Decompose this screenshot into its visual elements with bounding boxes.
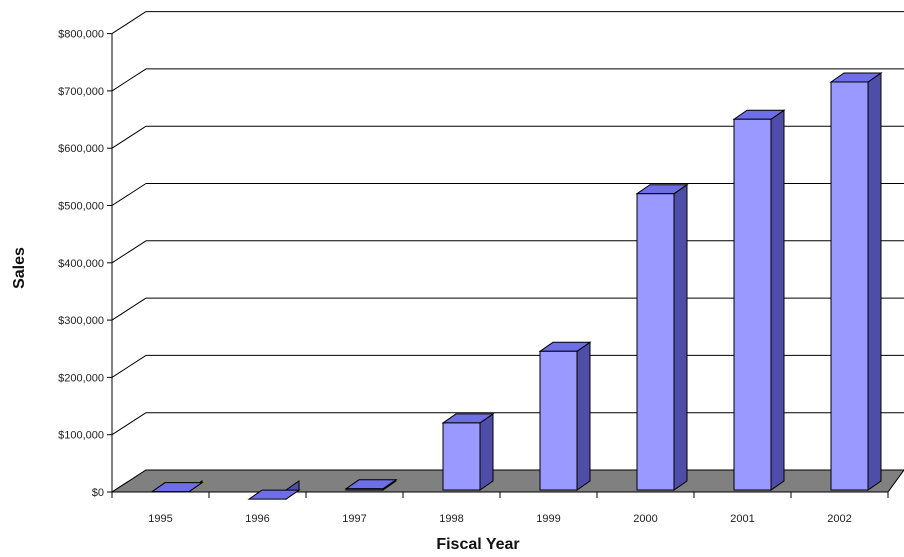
y-tick-label: $100,000 <box>58 430 104 442</box>
bar <box>829 72 883 491</box>
bar-front <box>830 81 869 491</box>
x-tick-label: 1997 <box>342 513 366 525</box>
y-tick-label: $800,000 <box>58 29 104 41</box>
bar <box>732 109 786 491</box>
bar <box>441 412 495 491</box>
y-tick-label: $700,000 <box>58 86 104 98</box>
bar-front <box>442 422 481 491</box>
bar <box>344 478 398 491</box>
x-axis-ticks: 1995 1996 1997 1998 1999 2000 2001 2002 <box>111 492 889 525</box>
chart-floor <box>110 469 904 493</box>
x-tick-label: 1998 <box>439 513 463 525</box>
bar-side <box>576 341 591 491</box>
bar <box>150 480 204 493</box>
x-tick-label: 2002 <box>827 513 851 525</box>
bar-top <box>247 489 301 500</box>
bar-front <box>636 193 675 491</box>
wall-gridline <box>111 68 147 92</box>
y-tick-label: $500,000 <box>58 201 104 213</box>
wall-gridline <box>111 412 147 436</box>
wall-gridline <box>111 125 147 149</box>
wall-gridline <box>111 240 147 264</box>
x-axis-title: Fiscal Year <box>436 536 519 553</box>
x-tick-label: 1999 <box>536 513 560 525</box>
gridlines <box>107 11 904 493</box>
x-tick-label: 1996 <box>245 513 269 525</box>
y-tick-label: $0 <box>92 487 104 499</box>
bar <box>247 480 301 501</box>
y-tick-label: $600,000 <box>58 143 104 155</box>
bars <box>150 72 883 501</box>
bar <box>538 341 592 491</box>
y-tick-label: $400,000 <box>58 258 104 270</box>
wall-gridline <box>111 297 147 321</box>
bar <box>635 183 689 491</box>
bar-side <box>479 412 494 491</box>
wall-gridline <box>111 11 147 35</box>
y-axis-ticks: $0 $100,000 $200,000 $300,000 $400,000 $500,0… <box>58 29 104 499</box>
bar-front <box>539 350 578 491</box>
bar-side <box>867 72 882 491</box>
bar-side <box>673 183 688 491</box>
bar-front <box>345 488 384 491</box>
x-tick-label: 1995 <box>148 513 172 525</box>
y-axis-title: Sales <box>11 247 28 289</box>
wall-gridline <box>111 183 147 206</box>
y-tick-label: $300,000 <box>58 315 104 327</box>
x-tick-label: 2000 <box>633 513 657 525</box>
bar-side <box>770 109 785 491</box>
floor-plane <box>110 469 904 493</box>
bar-top <box>150 482 204 493</box>
bar-front <box>733 118 772 491</box>
x-tick-label: 2001 <box>730 513 754 525</box>
wall-gridline <box>111 354 147 378</box>
y-tick-label: $200,000 <box>58 372 104 384</box>
